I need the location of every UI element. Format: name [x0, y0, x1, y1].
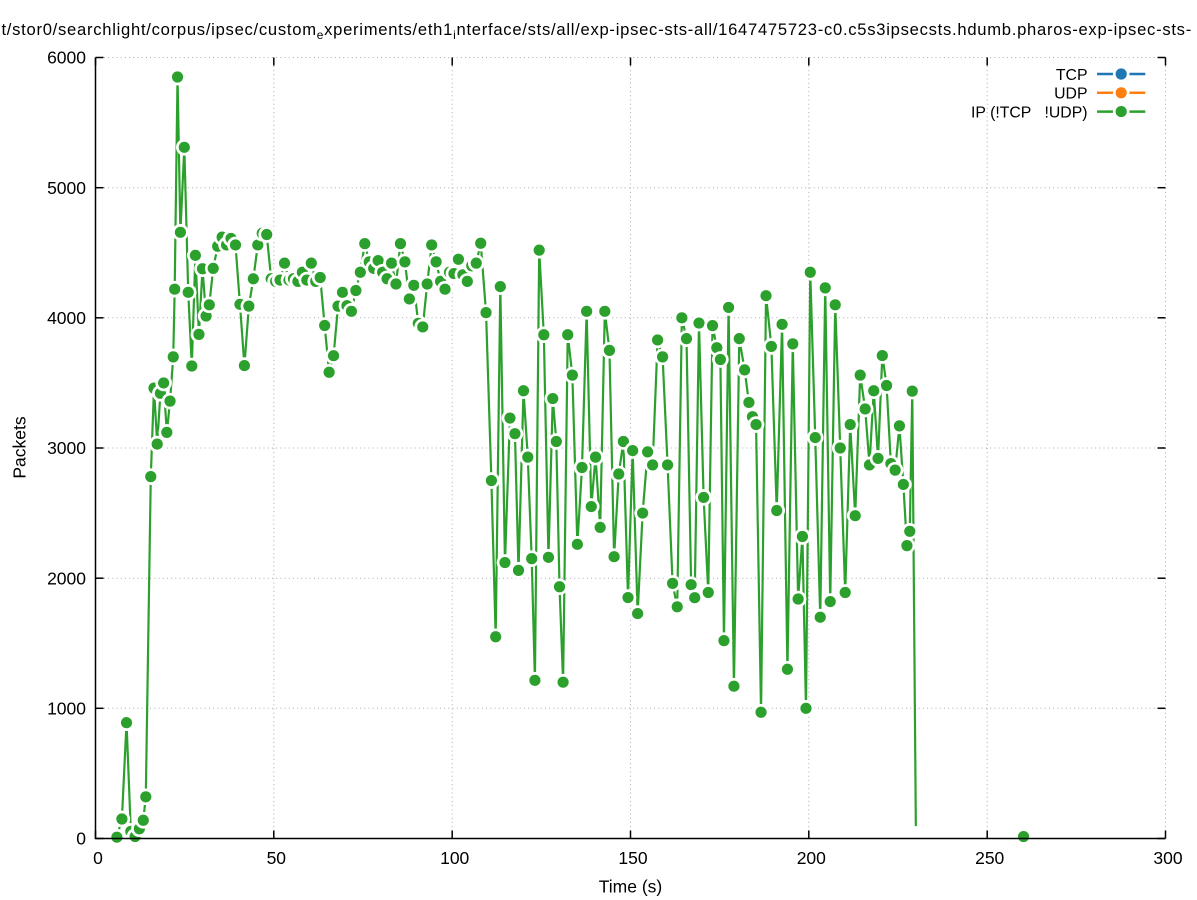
svg-text:3000: 3000	[47, 438, 86, 458]
svg-text:100: 100	[440, 848, 469, 868]
svg-text:/mnt/stor0/searchlight/corpus/: /mnt/stor0/searchlight/corpus/ipsec/cust…	[0, 20, 1192, 42]
svg-text:Packets: Packets	[10, 416, 30, 478]
svg-text:0: 0	[76, 829, 86, 849]
svg-text:300: 300	[1153, 848, 1182, 868]
svg-text:50: 50	[267, 848, 287, 868]
svg-text:TCP: TCP	[1056, 67, 1088, 84]
svg-text:0: 0	[93, 848, 103, 868]
svg-text:200: 200	[797, 848, 826, 868]
svg-text:Time (s): Time (s)	[599, 877, 663, 897]
svg-text:UDP: UDP	[1054, 86, 1087, 103]
svg-text:1000: 1000	[47, 699, 86, 719]
svg-text:150: 150	[618, 848, 647, 868]
svg-text:6000: 6000	[47, 48, 86, 68]
svg-text:2000: 2000	[47, 568, 86, 588]
svg-text:250: 250	[975, 848, 1004, 868]
svg-text:4000: 4000	[47, 308, 86, 328]
svg-text:IP (!TCP !UDP): IP (!TCP !UDP)	[971, 104, 1087, 121]
svg-text:5000: 5000	[47, 178, 86, 198]
